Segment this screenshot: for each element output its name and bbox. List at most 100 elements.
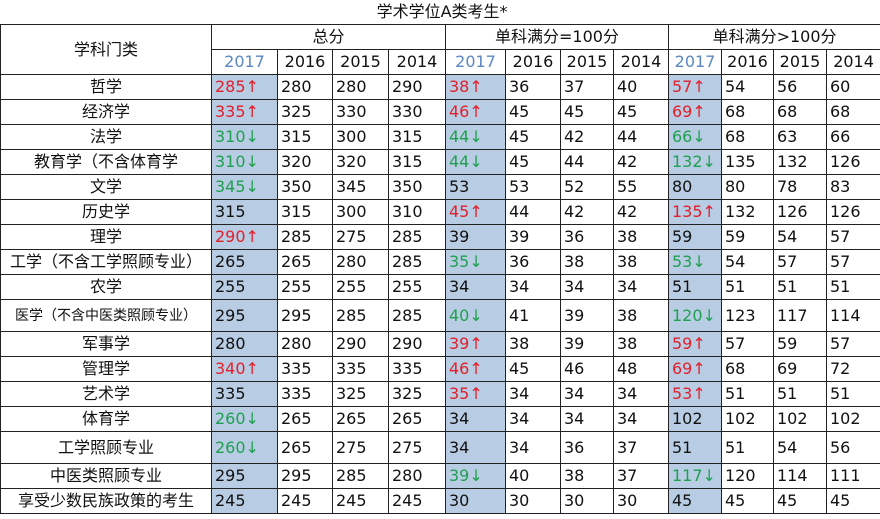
score-cell: 53 bbox=[445, 174, 506, 200]
year-header-2014: 2014 bbox=[388, 49, 446, 75]
score-cell: 45 bbox=[505, 149, 561, 175]
score-cell: 54 bbox=[773, 431, 827, 464]
score-cell: 42 bbox=[613, 199, 669, 225]
score-cell: 68 bbox=[721, 99, 774, 125]
score-cell: 45 bbox=[505, 124, 561, 150]
table-row: 教育学（不含体育学 310↓ 320 320 315 44↓ 45 44 42 132↓ 135 13… bbox=[0, 149, 880, 175]
score-cell: 42 bbox=[613, 149, 669, 175]
score-cell: 290↑ bbox=[211, 224, 278, 250]
score-cell: 30 bbox=[613, 488, 669, 514]
score-cell: 34 bbox=[560, 274, 614, 300]
table-row: 艺术学 335 335 325 325 35↑ 34 34 34 53↑ 51 51 51 bbox=[0, 381, 880, 407]
year-header-2017: 2017 bbox=[668, 49, 722, 75]
year-header-2014: 2014 bbox=[825, 49, 880, 75]
score-cell: 245 bbox=[332, 488, 389, 514]
score-cell: 78 bbox=[773, 174, 827, 200]
score-cell: 132 bbox=[773, 149, 827, 175]
score-cell: 80 bbox=[668, 174, 722, 200]
row-label: 医学（不含中医类照顾专业） bbox=[0, 299, 212, 332]
score-cell: 60 bbox=[825, 74, 880, 100]
table-row: 军事学 280 280 290 290 39↑ 38 39 38 59↑ 57 59 57 bbox=[0, 331, 880, 357]
table-row: 经济学 335↑ 325 330 330 46↑ 45 45 45 69↑ 68 68 68 bbox=[0, 99, 880, 125]
score-cell: 59 bbox=[773, 331, 827, 357]
score-cell: 102 bbox=[668, 406, 722, 432]
score-cell: 30 bbox=[505, 488, 561, 514]
score-cell: 51 bbox=[773, 381, 827, 407]
score-cell: 36 bbox=[560, 224, 614, 250]
score-cell: 45 bbox=[560, 99, 614, 125]
score-cell: 35↓ bbox=[445, 249, 506, 275]
score-cell: 41 bbox=[505, 299, 561, 332]
score-cell: 330 bbox=[388, 99, 446, 125]
score-cell: 38 bbox=[613, 331, 669, 357]
score-cell: 38 bbox=[613, 299, 669, 332]
score-cell: 335 bbox=[211, 381, 278, 407]
score-cell: 350 bbox=[388, 174, 446, 200]
score-cell: 260↓ bbox=[211, 406, 278, 432]
score-cell: 54 bbox=[721, 249, 774, 275]
score-cell: 40 bbox=[613, 74, 669, 100]
score-cell: 39 bbox=[445, 224, 506, 250]
score-cell: 126 bbox=[825, 149, 880, 175]
score-cell: 68 bbox=[825, 99, 880, 125]
score-cell: 295 bbox=[211, 299, 278, 332]
score-cell: 300 bbox=[332, 124, 389, 150]
score-cell: 310↓ bbox=[211, 124, 278, 150]
score-cell: 54 bbox=[721, 74, 774, 100]
score-cell: 255 bbox=[388, 274, 446, 300]
table-row: 工学照顾专业 260↓ 265 275 275 34 34 36 37 51 51 54 56 bbox=[0, 431, 880, 464]
score-cell: 280 bbox=[388, 463, 446, 489]
score-cell: 72 bbox=[825, 356, 880, 382]
score-cell: 111 bbox=[825, 463, 880, 489]
group-header-100: 单科满分=100分 bbox=[445, 24, 669, 50]
table-row: 工学（不含工学照顾专业） 265 265 280 285 35↓ 36 38 38 53↓ 54 57… bbox=[0, 249, 880, 275]
score-cell: 37 bbox=[613, 463, 669, 489]
score-cell: 345 bbox=[332, 174, 389, 200]
score-cell: 34 bbox=[505, 431, 561, 464]
score-cell: 34 bbox=[505, 406, 561, 432]
year-header-2014: 2014 bbox=[613, 49, 669, 75]
score-cell: 35↑ bbox=[445, 381, 506, 407]
row-label: 历史学 bbox=[0, 199, 212, 225]
score-cell: 57 bbox=[825, 331, 880, 357]
score-cell: 30 bbox=[445, 488, 506, 514]
score-cell: 34 bbox=[613, 406, 669, 432]
score-cell: 55 bbox=[613, 174, 669, 200]
table-row: 文学 345↓ 350 345 350 53 53 52 55 80 80 78 83 bbox=[0, 174, 880, 200]
score-cell: 285 bbox=[388, 224, 446, 250]
score-cell: 117 bbox=[773, 299, 827, 332]
score-cell: 44 bbox=[560, 149, 614, 175]
score-cell: 59 bbox=[721, 224, 774, 250]
score-cell: 51 bbox=[721, 431, 774, 464]
score-cell: 132 bbox=[721, 199, 774, 225]
score-cell: 66 bbox=[825, 124, 880, 150]
score-cell: 38 bbox=[613, 249, 669, 275]
year-header-2015: 2015 bbox=[332, 49, 389, 75]
score-cell: 295 bbox=[277, 299, 333, 332]
score-cell: 295 bbox=[277, 463, 333, 489]
score-cell: 69 bbox=[773, 356, 827, 382]
score-cell: 38 bbox=[505, 331, 561, 357]
score-cell: 37 bbox=[613, 431, 669, 464]
score-cell: 335 bbox=[388, 356, 446, 382]
score-cell: 37 bbox=[560, 74, 614, 100]
score-cell: 285 bbox=[332, 299, 389, 332]
table-row: 管理学 340↑ 335 335 335 46↑ 45 46 48 69↑ 68 69 72 bbox=[0, 356, 880, 382]
score-cell: 120 bbox=[721, 463, 774, 489]
score-cell: 45 bbox=[668, 488, 722, 514]
score-cell: 335 bbox=[277, 381, 333, 407]
score-cell: 102 bbox=[721, 406, 774, 432]
score-cell: 34 bbox=[505, 274, 561, 300]
score-cell: 34 bbox=[613, 381, 669, 407]
year-header-2016: 2016 bbox=[505, 49, 561, 75]
score-cell: 34 bbox=[445, 274, 506, 300]
score-cell: 132↓ bbox=[668, 149, 722, 175]
score-cell: 36 bbox=[505, 74, 561, 100]
score-cell: 45 bbox=[505, 99, 561, 125]
row-label: 中医类照顾专业 bbox=[0, 463, 212, 489]
score-cell: 44 bbox=[613, 124, 669, 150]
score-cell: 51 bbox=[825, 274, 880, 300]
score-cell: 57 bbox=[773, 249, 827, 275]
score-cell: 36 bbox=[505, 249, 561, 275]
score-cell: 42 bbox=[560, 124, 614, 150]
